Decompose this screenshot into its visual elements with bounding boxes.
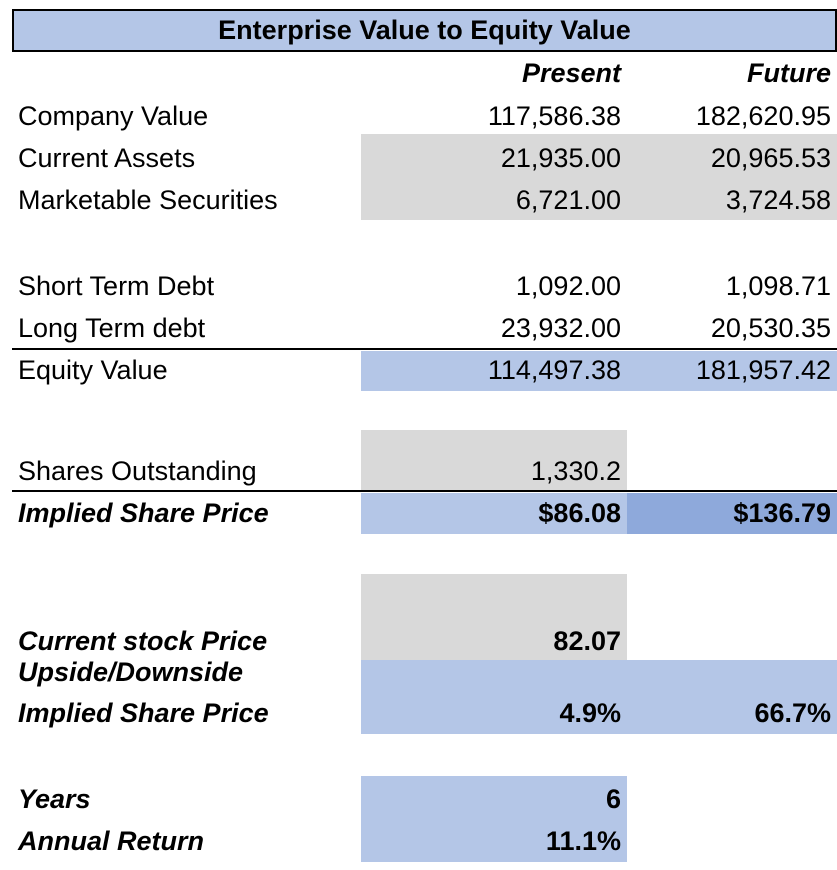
years-label: Years [18, 784, 91, 814]
short-term-debt-future: 1,098.71 [725, 271, 831, 301]
upside-shading [361, 660, 837, 734]
implied-share-price-present: $86.08 [538, 498, 621, 528]
equity-value-future: 181,957.42 [695, 355, 831, 385]
implied-price-rule [12, 490, 837, 492]
returns-shading [361, 776, 627, 862]
long-term-debt-present: 23,932.00 [500, 313, 621, 343]
implied-price-present-shading [361, 493, 627, 534]
marketable-securities-present: 6,721.00 [515, 185, 621, 215]
short-term-debt-present: 1,092.00 [515, 271, 621, 301]
years-present: 6 [605, 784, 621, 814]
equity-value-shading [361, 351, 837, 391]
equity-value-label: Equity Value [18, 355, 168, 385]
current-assets-present: 21,935.00 [500, 143, 621, 173]
equity-value-present: 114,497.38 [487, 355, 621, 385]
company-value-present: 117,586.38 [487, 101, 621, 131]
assets-shading [361, 134, 837, 220]
current-assets-future: 20,965.53 [710, 143, 831, 173]
implied-price-future-shading [627, 493, 837, 534]
upside-downside-future: 66.7% [754, 698, 831, 728]
shares-shading [361, 430, 627, 491]
upside-downside-present: 4.9% [559, 698, 621, 728]
title-bar [12, 9, 837, 52]
annual-return-present: 11.1% [545, 826, 621, 856]
marketable-securities-future: 3,724.58 [725, 185, 831, 215]
shares-outstanding-label: Shares Outstanding [18, 456, 257, 486]
shares-outstanding-present: 1,330.2 [530, 456, 621, 486]
company-value-future: 182,620.95 [695, 101, 831, 131]
current-price-shading [361, 574, 627, 660]
current-stock-price-label: Current stock Price [18, 626, 268, 656]
long-term-debt-label: Long Term debt [18, 313, 206, 343]
short-term-debt-label: Short Term Debt [18, 271, 215, 301]
current-stock-price-present: 82.07 [553, 626, 621, 656]
implied-share-price-label: Implied Share Price [18, 498, 269, 528]
long-term-debt-future: 20,530.35 [710, 313, 831, 343]
implied-share-price-future: $136.79 [733, 498, 831, 528]
column-header-future: Future [747, 58, 831, 88]
annual-return-label: Annual Return [18, 826, 204, 856]
sheet-title: Enterprise Value to Equity Value [218, 15, 631, 45]
company-value-label: Company Value [18, 101, 209, 131]
equity-value-rule [12, 348, 837, 350]
upside-implied-share-price-label: Implied Share Price [18, 698, 269, 728]
current-assets-label: Current Assets [18, 143, 196, 173]
column-header-present: Present [521, 58, 621, 88]
upside-downside-label: Upside/Downside [18, 657, 244, 687]
marketable-securities-label: Marketable Securities [18, 185, 278, 215]
